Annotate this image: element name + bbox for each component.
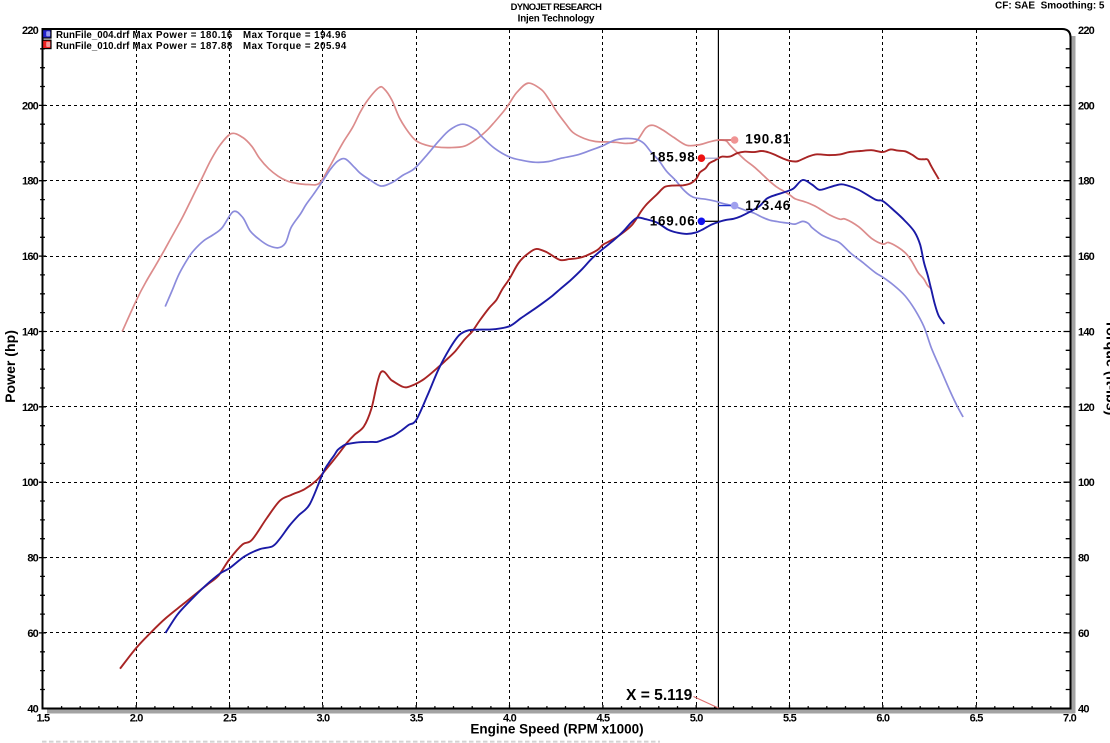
svg-text:4.5: 4.5 — [596, 713, 610, 725]
svg-text:Max Power = 180.16: Max Power = 180.16 — [133, 30, 233, 41]
svg-text:X = 5.119: X = 5.119 — [626, 687, 693, 704]
svg-text:1.5: 1.5 — [36, 713, 50, 725]
svg-text:220: 220 — [22, 25, 39, 37]
svg-text:Engine Speed (RPM x1000): Engine Speed (RPM x1000) — [470, 721, 643, 736]
svg-text:160: 160 — [1078, 251, 1095, 263]
svg-text:80: 80 — [1078, 553, 1089, 565]
svg-text:2.5: 2.5 — [223, 713, 237, 725]
svg-text:60: 60 — [1078, 628, 1089, 640]
svg-text:2.0: 2.0 — [130, 713, 144, 725]
svg-text:3.0: 3.0 — [316, 713, 330, 725]
svg-text:6.5: 6.5 — [970, 713, 984, 725]
svg-text:100: 100 — [22, 477, 39, 489]
svg-text:180: 180 — [22, 176, 39, 188]
svg-text:140: 140 — [1078, 327, 1095, 339]
svg-text:Max Torque = 205.94: Max Torque = 205.94 — [243, 41, 347, 52]
svg-text:40: 40 — [1078, 703, 1089, 715]
svg-text:60: 60 — [27, 628, 38, 640]
svg-text:160: 160 — [22, 251, 39, 263]
svg-text:Injen Technology: Injen Technology — [518, 14, 595, 25]
svg-text:5.5: 5.5 — [783, 713, 797, 725]
svg-text:DYNOJET RESEARCH: DYNOJET RESEARCH — [511, 1, 602, 12]
svg-text:Torque (ft-lbs): Torque (ft-lbs) — [1103, 320, 1110, 416]
svg-text:CF: SAE Smoothing: 5: CF: SAE Smoothing: 5 — [995, 1, 1105, 12]
svg-text:40: 40 — [27, 703, 38, 715]
svg-text:190.81: 190.81 — [745, 131, 791, 146]
svg-text:Max Power = 187.88: Max Power = 187.88 — [133, 41, 233, 52]
svg-text:140: 140 — [22, 327, 39, 339]
svg-text:7.0: 7.0 — [1063, 713, 1077, 725]
svg-text:3.5: 3.5 — [410, 713, 424, 725]
svg-text:220: 220 — [1078, 25, 1095, 37]
svg-text:120: 120 — [22, 402, 39, 414]
svg-text:RunFile_004.drf: RunFile_004.drf — [56, 30, 130, 41]
svg-text:6.0: 6.0 — [876, 713, 890, 725]
svg-text:200: 200 — [22, 100, 39, 112]
svg-text:180: 180 — [1078, 176, 1095, 188]
svg-text:173.46: 173.46 — [745, 198, 791, 213]
svg-text:200: 200 — [1078, 100, 1095, 112]
svg-text:100: 100 — [1078, 477, 1095, 489]
svg-text:80: 80 — [27, 553, 38, 565]
svg-text:5.0: 5.0 — [690, 713, 704, 725]
svg-text:120: 120 — [1078, 402, 1095, 414]
svg-text:Power (hp): Power (hp) — [2, 330, 18, 403]
svg-text:4.0: 4.0 — [503, 713, 517, 725]
svg-text:Max Torque = 194.96: Max Torque = 194.96 — [243, 30, 347, 41]
svg-text:RunFile_010.drf: RunFile_010.drf — [56, 41, 130, 52]
svg-text:169.06: 169.06 — [650, 214, 696, 229]
svg-text:185.98: 185.98 — [650, 150, 696, 165]
